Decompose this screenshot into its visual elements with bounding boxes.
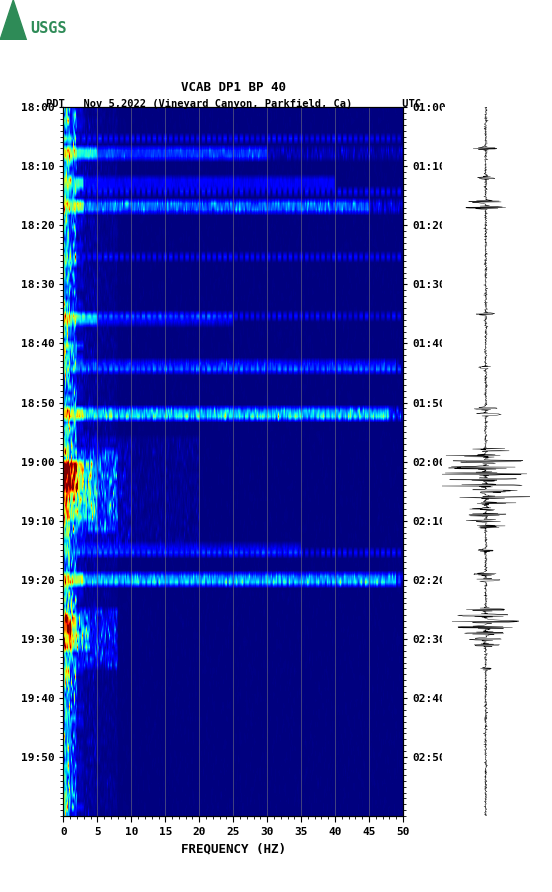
Polygon shape	[0, 0, 26, 40]
Text: VCAB DP1 BP 40: VCAB DP1 BP 40	[181, 80, 286, 94]
Text: USGS: USGS	[30, 21, 66, 36]
Text: PDT   Nov 5,2022 (Vineyard Canyon, Parkfield, Ca)        UTC: PDT Nov 5,2022 (Vineyard Canyon, Parkfie…	[46, 99, 421, 109]
X-axis label: FREQUENCY (HZ): FREQUENCY (HZ)	[181, 842, 286, 855]
